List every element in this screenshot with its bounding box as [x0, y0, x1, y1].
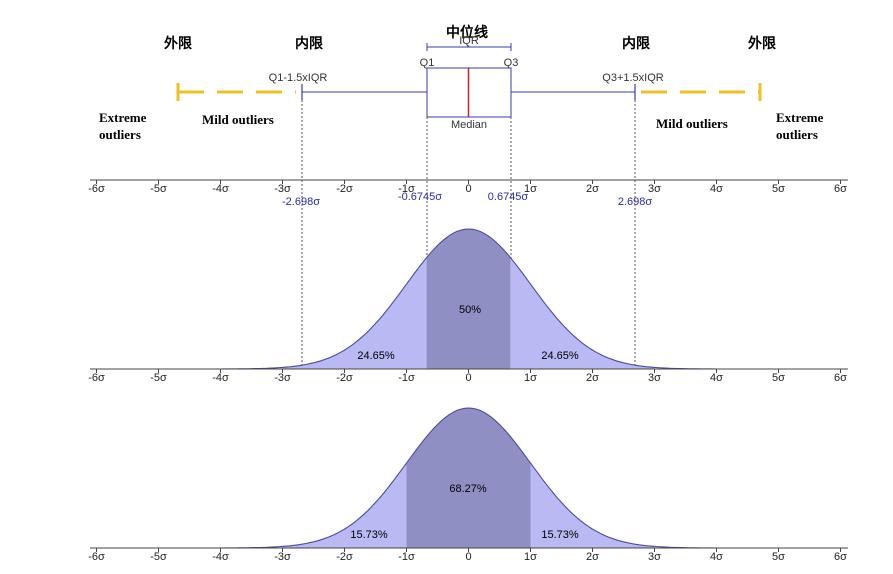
mild-left-label: Mild outliers: [202, 112, 274, 127]
tick-label: 5σ: [772, 183, 785, 195]
tick-label: -1σ: [398, 551, 415, 563]
tick-label: -5σ: [150, 551, 167, 563]
sigma-normal-panel: [158, 407, 779, 549]
tick-label: 4σ: [710, 372, 723, 384]
tick-label: 3σ: [648, 372, 661, 384]
normal-curve: [158, 407, 779, 549]
tick-label: -4σ: [212, 372, 229, 384]
center-area: [406, 408, 531, 548]
pos-fence-value: 2.698σ: [618, 196, 653, 208]
box-plot: [176, 67, 762, 118]
tick-label: -2σ: [336, 551, 353, 563]
panel1-center-pct: 50%: [459, 304, 481, 316]
sigma-axes: -6σ -5σ -4σ -3σ -2σ -1σ 0 1σ 2σ 3σ 4σ 5σ 6σ -6σ -5σ -4σ…: [88, 179, 848, 563]
lower-whisker-label: Q1-1.5xIQR: [269, 72, 328, 84]
tick-label: -1σ: [398, 372, 415, 384]
inner-fence-left-label: 内限: [295, 35, 323, 52]
tick-label: 1σ: [524, 372, 537, 384]
median-line-label: 中位线: [446, 24, 488, 41]
tick-label: 5σ: [772, 551, 785, 563]
median-label: Median: [451, 119, 487, 131]
mild-right-label: Mild outliers: [656, 116, 728, 131]
tick-label: 2σ: [586, 372, 599, 384]
extreme-left-line2: outliers: [99, 127, 141, 142]
tick-label: -6σ: [88, 183, 105, 195]
inner-fence-right-label: 内限: [622, 35, 650, 52]
tick-label: -2σ: [336, 372, 353, 384]
tick-label: 0: [465, 372, 471, 384]
tick-label: 0: [465, 183, 471, 195]
tick-label: -6σ: [88, 372, 105, 384]
tick-label: 2σ: [586, 183, 599, 195]
tick-label: -6σ: [88, 551, 105, 563]
tick-label: 4σ: [710, 183, 723, 195]
tick-label: 6σ: [834, 372, 847, 384]
panel1-left-pct: 24.65%: [357, 350, 395, 362]
tick-label: -1σ: [398, 183, 415, 195]
tick-label: -3σ: [274, 551, 291, 563]
panel2-center-pct: 68.27%: [449, 483, 487, 495]
tick-label: 5σ: [772, 372, 785, 384]
tick-label: -5σ: [150, 183, 167, 195]
tick-label: 1σ: [524, 551, 537, 563]
tick-label: 4σ: [710, 551, 723, 563]
normal-curve: [158, 228, 779, 370]
outer-fence-left-label: 外限: [164, 35, 192, 52]
axis-1: -6σ -5σ -4σ -3σ -2σ -1σ 0 1σ 2σ 3σ 4σ 5σ 6σ: [88, 179, 848, 195]
tick-label: -4σ: [212, 183, 229, 195]
tick-label: 3σ: [648, 551, 661, 563]
axis-2: -6σ -5σ -4σ -3σ -2σ -1σ 0 1σ 2σ 3σ 4σ 5σ 6σ: [88, 368, 848, 384]
tick-label: -3σ: [274, 183, 291, 195]
iqr-bracket: [426, 43, 512, 51]
panel2-left-pct: 15.73%: [350, 529, 388, 541]
pos-q3-value: 0.6745σ: [488, 191, 529, 203]
tick-label: 6σ: [834, 183, 847, 195]
neg-q1-value: -0.6745σ: [398, 191, 442, 203]
tick-label: 2σ: [586, 551, 599, 563]
panel1-right-pct: 24.65%: [541, 350, 579, 362]
tick-label: 0: [465, 551, 471, 563]
extreme-right-line1: Extreme: [776, 110, 824, 125]
iqr-label: IQR: [459, 35, 479, 47]
tick-label: -3σ: [274, 372, 291, 384]
iqr-normal-panel: [158, 228, 779, 370]
axis-3: -6σ -5σ -4σ -3σ -2σ -1σ 0 1σ 2σ 3σ 4σ 5σ 6σ: [88, 547, 848, 563]
tick-label: 1σ: [524, 183, 537, 195]
q1-label: Q1: [420, 57, 435, 69]
extreme-left-line1: Extreme: [99, 110, 147, 125]
neg-fence-value: -2.698σ: [282, 196, 320, 208]
center-area: [426, 229, 511, 369]
q3-label: Q3: [504, 57, 519, 69]
upper-whisker-label: Q3+1.5xIQR: [602, 72, 664, 84]
tick-label: 6σ: [834, 551, 847, 563]
tick-label: -4σ: [212, 551, 229, 563]
tick-label: -2σ: [336, 183, 353, 195]
tick-label: 3σ: [648, 183, 661, 195]
panel2-right-pct: 15.73%: [541, 529, 579, 541]
outer-fence-right-label: 外限: [748, 35, 776, 52]
extreme-right-line2: outliers: [776, 127, 818, 142]
tick-label: -5σ: [150, 372, 167, 384]
